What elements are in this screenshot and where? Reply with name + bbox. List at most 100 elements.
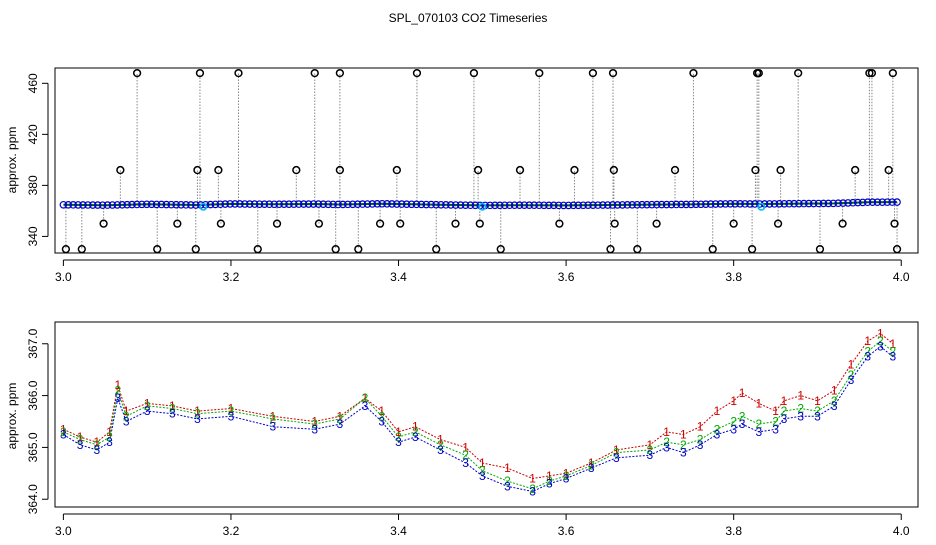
- lower-y-tick-label: 364.0: [26, 484, 40, 514]
- baseline-point: [128, 200, 136, 209]
- baseline-point: [804, 199, 813, 208]
- upper-y-axis: 340 380 420 460: [26, 73, 49, 246]
- baseline-point: [662, 200, 671, 209]
- baseline-point: [59, 200, 68, 209]
- baseline-point: [775, 200, 784, 208]
- series-2-marker: 2: [77, 433, 84, 447]
- baseline-point: [123, 200, 131, 209]
- series-2-marker: 2: [114, 383, 121, 397]
- baseline-point: [363, 200, 372, 208]
- lower-x-tick-label: 3.0: [55, 524, 72, 538]
- series-2-marker: 2: [546, 474, 553, 488]
- upper-outlier-points: [61, 68, 902, 254]
- baseline-point: [432, 200, 440, 209]
- outlier-point: [747, 245, 757, 254]
- upper-spike-lines: [65, 73, 898, 250]
- baseline-point: [324, 200, 332, 209]
- outlier-point: [729, 219, 738, 228]
- series-3-marker: 3: [362, 399, 369, 413]
- baseline-point: [765, 200, 774, 208]
- series-3-marker: 3: [437, 443, 444, 457]
- baseline-point: [388, 200, 396, 208]
- outlier-point: [216, 219, 226, 228]
- baseline-point: [344, 200, 352, 209]
- baseline-point: [574, 201, 583, 210]
- baseline-point: [427, 200, 435, 209]
- lower-x-tick-label: 3.4: [390, 524, 407, 538]
- series-3-marker: 3: [563, 471, 570, 485]
- baseline-point: [93, 201, 102, 209]
- lower-x-axis: 3.0 3.2 3.4 3.6 3.8 4.0: [55, 513, 910, 538]
- upper-y-axis-label: approx. ppm: [5, 127, 19, 194]
- series-3-marker: 3: [831, 399, 838, 413]
- upper-x-axis: 3.0 3.2 3.4 3.6 3.8 4.0: [55, 259, 910, 284]
- baseline-point: [373, 200, 382, 208]
- outlier-point: [412, 68, 422, 78]
- outlier-point: [851, 165, 860, 175]
- baseline-point: [187, 201, 195, 209]
- baseline-point: [736, 200, 744, 208]
- baseline-point: [402, 200, 411, 208]
- series-1-marker: 1: [194, 404, 201, 418]
- baseline-point: [618, 201, 627, 209]
- baseline-point: [64, 201, 73, 209]
- baseline-point: [613, 201, 622, 209]
- baseline-point: [809, 199, 818, 208]
- upper-panel: 3.0 3.2 3.4 3.6 3.8 4.0 340 380 420 460 approx. …: [5, 67, 919, 284]
- baseline-point: [206, 200, 215, 209]
- baseline-point: [236, 200, 244, 208]
- upper-y-tick-label: 420: [26, 124, 40, 144]
- baseline-point: [309, 200, 318, 208]
- series-2-marker: 2: [781, 404, 788, 418]
- series-3-marker: 3: [462, 456, 469, 470]
- series-1-marker: 1: [647, 438, 654, 452]
- outlier-point: [708, 245, 717, 254]
- series-3-marker: 3: [228, 409, 235, 423]
- baseline-point: [138, 200, 146, 209]
- baseline-point: [299, 200, 308, 208]
- series-2-marker: 2: [462, 448, 469, 462]
- baseline-point: [751, 200, 759, 208]
- series-2-marker: 2: [755, 417, 762, 431]
- outlier-point: [751, 165, 760, 175]
- outlier-point: [234, 68, 243, 78]
- baseline-point: [770, 200, 779, 208]
- baseline-point: [677, 200, 686, 209]
- series-2-marker: 2: [730, 414, 737, 428]
- series-3-marker: 3: [60, 427, 67, 441]
- outlier-point: [892, 245, 902, 254]
- series-2-marker: 2: [479, 464, 486, 478]
- series-1-marker: 1: [169, 399, 176, 413]
- outlier-point: [773, 219, 783, 228]
- baseline-point: [442, 201, 450, 209]
- series-3-marker: 3: [797, 409, 804, 423]
- baseline-point: [191, 201, 200, 209]
- baseline-point: [633, 200, 641, 209]
- baseline-point: [378, 199, 386, 208]
- baseline-point: [118, 200, 127, 209]
- baseline-point: [569, 201, 578, 210]
- baseline-point: [834, 199, 843, 208]
- outlier-point: [392, 165, 401, 175]
- series-2-marker: 2: [814, 404, 821, 418]
- baseline-point: [491, 201, 499, 210]
- outlier-point: [193, 165, 202, 175]
- series-1-marker: 1: [362, 391, 369, 405]
- lower-plot-frame: [54, 321, 919, 508]
- outlier-point: [214, 165, 223, 175]
- baseline-point: [142, 200, 151, 209]
- series-1-marker: 1: [663, 425, 670, 439]
- baseline-point: [241, 200, 249, 208]
- baseline-point: [711, 200, 720, 208]
- cyan-point: [757, 202, 766, 211]
- series-2-marker: 2: [864, 345, 871, 359]
- baseline-point: [182, 201, 190, 209]
- lower-series-lines: [63, 332, 894, 493]
- series-3-marker: 3: [94, 443, 101, 457]
- baseline-point: [599, 201, 607, 209]
- baseline-point: [265, 200, 274, 209]
- series-2-marker: 2: [311, 417, 318, 431]
- upper-x-tick-label: 3.8: [725, 270, 742, 284]
- series-2-marker: 2: [106, 430, 113, 444]
